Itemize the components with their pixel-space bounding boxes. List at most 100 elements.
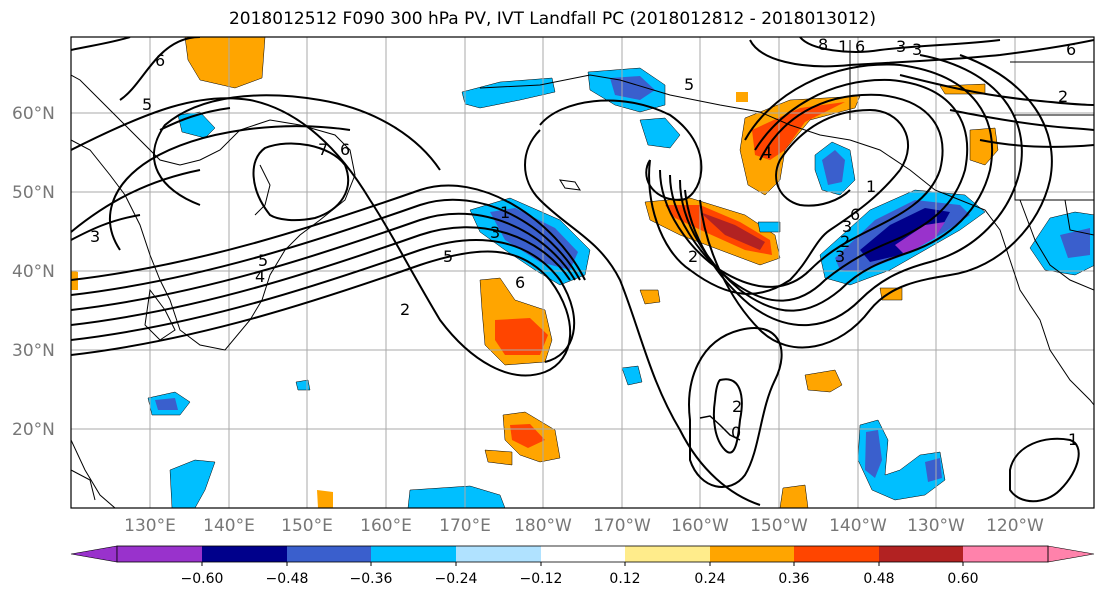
colorbar-bin <box>879 546 963 562</box>
lon-label: 160°E <box>360 516 412 536</box>
shade-pos <box>879 287 903 301</box>
shade-pos <box>184 37 266 89</box>
contour-label: 2 <box>1058 87 1068 106</box>
lon-label: 140°E <box>203 516 255 536</box>
lon-label: 160°W <box>671 516 729 536</box>
contour-label: 2 <box>400 300 410 319</box>
shade-neg <box>295 379 311 391</box>
colorbar-tick-label: 0.24 <box>694 571 725 587</box>
colorbar-bin <box>794 546 879 562</box>
contour-label: 6 <box>340 140 350 159</box>
colorbar-bin <box>625 546 710 562</box>
coastlines <box>71 40 1094 508</box>
colorbar-bin <box>117 546 202 562</box>
lon-label: 180°W <box>514 516 572 536</box>
shade-neg <box>155 398 178 410</box>
colorbar-tick-label: −0.12 <box>520 571 563 587</box>
shade-pos <box>752 102 845 160</box>
contour-label: 5 <box>684 75 694 94</box>
shade-pos <box>736 92 748 102</box>
contour-label: 5 <box>258 251 268 270</box>
shade-neg <box>639 117 681 149</box>
contour-label: 3 <box>490 223 500 242</box>
lon-axis: 130°E 140°E 150°E 160°E 170°E 180°W 170°… <box>124 516 1044 536</box>
contour-label: 5 <box>142 95 152 114</box>
colorbar-frame <box>116 545 1049 563</box>
colorbar-tick-label: −0.24 <box>435 571 478 587</box>
colorbar-extend-max <box>1047 545 1095 563</box>
contour-label: 4 <box>255 267 265 286</box>
contour-label: 0 <box>731 423 741 442</box>
contour-label: 2 <box>732 397 742 416</box>
contour-label: 2 <box>840 232 850 251</box>
contour-label: 1 <box>838 37 848 56</box>
colorbar-extend-min <box>70 545 118 563</box>
lat-label: 20°N <box>12 420 55 440</box>
contour-label: 1 <box>500 203 510 222</box>
shade-neg <box>461 77 556 109</box>
contour-label: 6 <box>155 51 165 70</box>
colorbar-tick-label: 0.60 <box>947 571 978 587</box>
colorbar-bin <box>456 546 541 562</box>
shade-pos <box>510 424 545 448</box>
shade-pos <box>317 490 333 508</box>
shade-neg <box>610 76 655 100</box>
shade-neg <box>822 150 845 185</box>
lon-label: 140°W <box>829 516 887 536</box>
contour-label: 3 <box>90 227 100 246</box>
lat-label: 50°N <box>12 183 55 203</box>
lon-label: 130°E <box>124 516 176 536</box>
contour-label: 7 <box>318 140 328 159</box>
colorbar-tick-label: 0.48 <box>863 571 894 587</box>
contour-label: 3 <box>835 247 845 266</box>
colorbar-tick-label: −0.36 <box>350 571 393 587</box>
colorbar-tick-label: 0.12 <box>609 571 640 587</box>
shade-neg <box>621 365 643 386</box>
lat-axis: 60°N 50°N 40°N 30°N 20°N <box>12 104 55 440</box>
contour-label: 3 <box>912 40 922 59</box>
shade-neg <box>407 485 506 508</box>
contour-label: 4 <box>762 143 772 162</box>
contour-labels: 6 5 7 6 3 2 1 5 4 3 2 6 5 3 2 3 4 2 1 6 … <box>90 35 1078 449</box>
gridlines <box>71 37 1094 508</box>
colorbar-bin <box>202 546 287 562</box>
shade-pos <box>779 484 809 508</box>
shade-pos <box>484 449 513 466</box>
shade-neg <box>169 459 216 508</box>
lon-label: 170°W <box>593 516 651 536</box>
colorbar-bin <box>710 546 794 562</box>
shade-neg <box>1060 228 1090 258</box>
contour-label: 2 <box>688 247 698 266</box>
lon-label: 130°W <box>907 516 965 536</box>
lat-label: 40°N <box>12 262 55 282</box>
shade-pos <box>700 212 765 250</box>
shade-neg <box>757 221 781 233</box>
shade-pos <box>639 289 661 305</box>
lon-label: 120°W <box>986 516 1044 536</box>
colorbar-tick-label: 0.36 <box>778 571 809 587</box>
colorbar-tick-label: −0.48 <box>266 571 309 587</box>
shade-pos <box>969 127 999 166</box>
shade-pos <box>495 318 548 355</box>
map-frame <box>70 36 1095 509</box>
contour-label: 1 <box>866 177 876 196</box>
colorbar-bin <box>371 546 456 562</box>
shade-neg <box>857 419 946 501</box>
shade-neg <box>925 458 942 482</box>
contour-label: 6 <box>1066 40 1076 59</box>
contour-label: 3 <box>842 217 852 236</box>
shade-pos <box>804 369 843 393</box>
contour-label: 3 <box>896 37 906 56</box>
lat-label: 60°N <box>12 104 55 124</box>
colorbar-bin <box>963 546 1048 562</box>
colorbar: −0.60 −0.48 −0.36 −0.24 −0.12 0.12 0.24 … <box>70 545 1095 587</box>
contour-label: 6 <box>855 37 865 56</box>
map-title: 2018012512 F090 300 hPa PV, IVT Landfall… <box>228 9 876 29</box>
lon-label: 150°E <box>281 516 333 536</box>
shade-neg <box>895 222 945 255</box>
contour-label: 1 <box>1068 430 1078 449</box>
pv-contours <box>71 37 1094 506</box>
colorbar-tick-label: −0.60 <box>181 571 224 587</box>
colorbar-bin <box>541 546 625 562</box>
